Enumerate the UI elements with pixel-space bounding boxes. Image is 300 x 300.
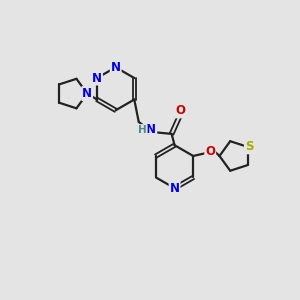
Text: N: N [92, 71, 102, 85]
Text: H: H [138, 125, 147, 135]
Text: S: S [245, 140, 253, 153]
Text: N: N [82, 87, 92, 100]
Text: O: O [175, 104, 185, 117]
Text: N: N [169, 182, 180, 195]
Text: N: N [111, 61, 121, 74]
Text: O: O [205, 145, 215, 158]
Text: N: N [146, 124, 156, 136]
